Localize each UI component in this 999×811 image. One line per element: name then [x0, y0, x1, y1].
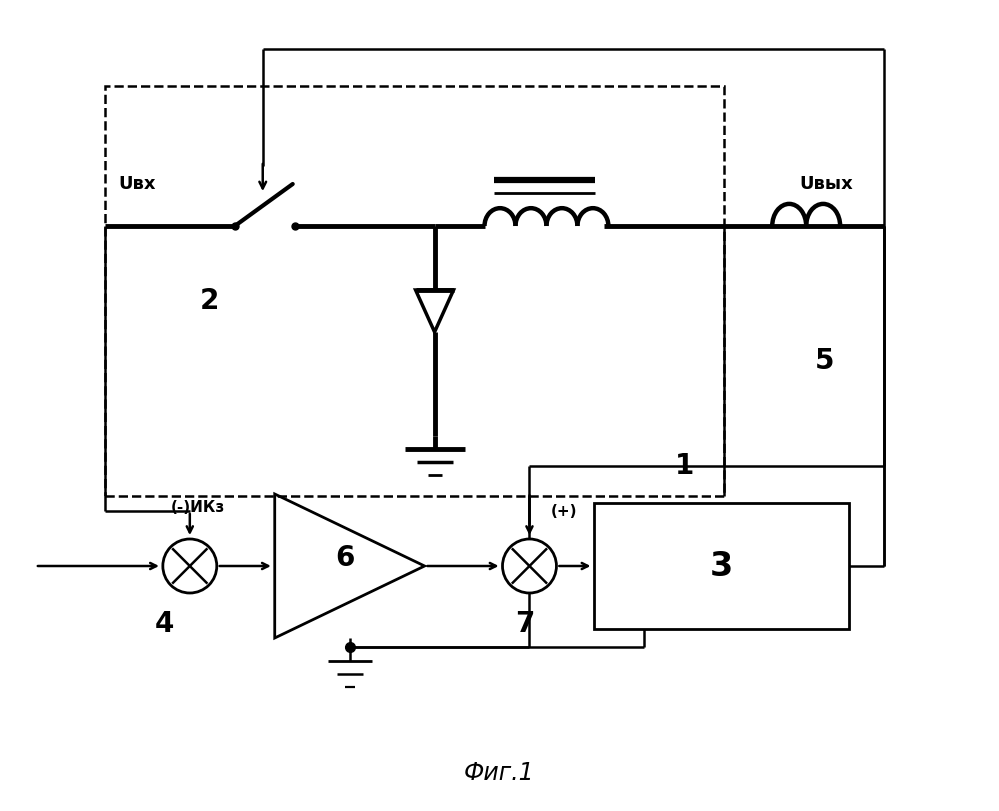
Text: 7: 7 [514, 610, 534, 638]
Text: 5: 5 [814, 347, 834, 375]
Text: Uвых: Uвых [799, 175, 853, 193]
Text: 3: 3 [710, 550, 733, 582]
Text: (+): (+) [551, 504, 577, 518]
Bar [105, 86, 724, 496]
Text: 2: 2 [200, 287, 220, 315]
Bar [594, 503, 849, 629]
Text: 6: 6 [335, 544, 355, 572]
Text: 1: 1 [674, 452, 694, 480]
Text: Uвх: Uвх [118, 175, 156, 193]
Text: 4: 4 [155, 610, 175, 638]
Text: Фиг.1: Фиг.1 [465, 761, 534, 785]
Text: (-)ИКз: (-)ИКз [171, 500, 225, 516]
